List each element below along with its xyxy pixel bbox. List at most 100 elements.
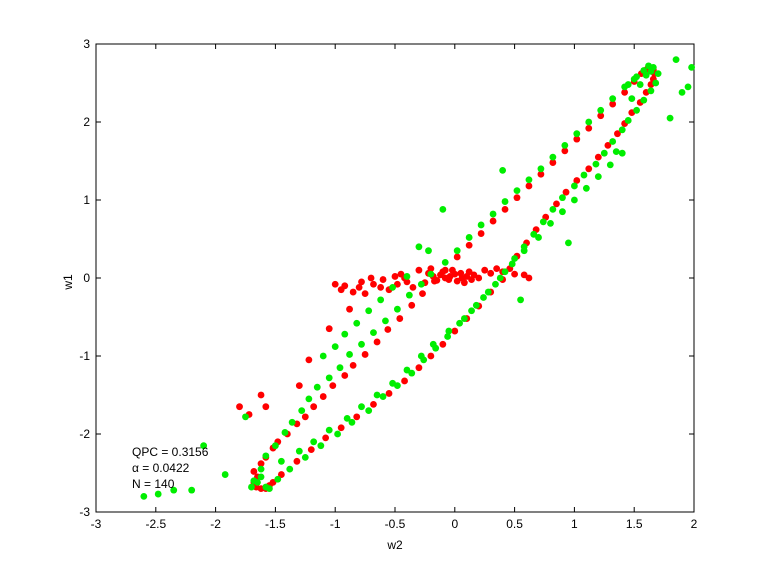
data-point: [370, 329, 377, 336]
data-point: [331, 343, 339, 351]
data-point: [561, 147, 569, 155]
data-point: [559, 208, 566, 216]
data-point: [597, 106, 605, 114]
data-point: [408, 301, 416, 309]
data-point: [286, 465, 294, 473]
data-point: [441, 259, 449, 266]
data-point: [477, 221, 485, 229]
data-point: [573, 177, 581, 184]
y-tick-label: 2: [83, 115, 90, 129]
data-point: [295, 447, 303, 455]
data-point: [346, 305, 353, 313]
data-point: [389, 379, 397, 387]
data-point: [281, 429, 289, 436]
data-point: [298, 407, 306, 414]
data-point: [439, 340, 447, 348]
data-point: [520, 247, 528, 255]
data-point: [293, 457, 301, 465]
data-point: [425, 247, 432, 255]
data-point: [499, 166, 507, 174]
data-point: [501, 198, 509, 205]
data-point: [624, 81, 632, 88]
data-point: [666, 114, 674, 122]
data-point: [409, 283, 417, 291]
data-point: [559, 194, 566, 202]
data-point: [250, 468, 258, 475]
data-point: [501, 268, 509, 276]
data-point: [248, 483, 255, 491]
x-tick-label: 0: [451, 517, 458, 531]
data-point: [393, 305, 401, 313]
data-point: [367, 274, 375, 282]
data-point: [419, 290, 426, 297]
data-point: [373, 391, 381, 399]
data-point: [642, 71, 650, 79]
data-point: [301, 413, 309, 421]
x-tick-label: -1.5: [265, 517, 286, 531]
data-point: [274, 475, 282, 483]
data-point: [331, 280, 339, 288]
data-point: [317, 442, 325, 450]
data-point: [492, 280, 499, 288]
data-point: [633, 106, 640, 114]
data-point: [465, 241, 473, 249]
data-point: [565, 239, 572, 247]
data-point: [262, 452, 270, 460]
data-point: [361, 351, 369, 358]
data-point: [489, 217, 497, 225]
data-point: [553, 200, 560, 208]
data-point: [446, 273, 454, 280]
data-point: [508, 260, 516, 268]
data-point: [429, 340, 437, 348]
data-point: [439, 205, 447, 213]
data-point: [355, 283, 363, 291]
data-point: [384, 326, 392, 333]
annotation-qpc: QPC = 0.3156: [132, 445, 209, 459]
data-point: [336, 364, 344, 372]
data-point: [525, 182, 533, 190]
data-point: [377, 296, 385, 304]
data-point: [624, 117, 632, 124]
data-point: [405, 291, 413, 299]
data-point: [636, 81, 644, 88]
data-points: [140, 56, 696, 500]
y-tick-label: 1: [83, 193, 90, 207]
data-point: [525, 176, 533, 184]
data-point: [313, 383, 321, 391]
data-point: [337, 286, 345, 294]
data-point: [678, 88, 686, 96]
data-point: [140, 493, 148, 500]
data-point: [396, 315, 404, 322]
data-point: [337, 424, 345, 432]
data-point: [511, 255, 518, 262]
x-tick-label: 0.5: [506, 517, 523, 531]
data-point: [322, 434, 330, 442]
data-point: [640, 96, 648, 104]
data-point: [444, 333, 452, 340]
data-point: [334, 430, 341, 438]
data-point: [277, 471, 285, 478]
data-point: [582, 184, 590, 192]
axes: -3 -2.5 -2 -1.5 -1 -0.5 0 0.5 1 1.5 2 -3 -2 -1 0 1 2 3: [79, 37, 697, 531]
data-point: [501, 205, 509, 213]
data-point: [630, 75, 638, 83]
data-point: [561, 142, 569, 149]
data-point: [449, 266, 456, 274]
data-point: [353, 319, 361, 327]
data-point: [511, 270, 518, 278]
data-point: [597, 112, 605, 120]
data-point: [417, 280, 425, 288]
data-point: [379, 276, 387, 283]
x-tick-label: -3: [91, 517, 102, 531]
data-point: [453, 247, 461, 255]
x-tick-label: -1: [330, 517, 341, 531]
data-point: [257, 460, 265, 468]
data-point: [600, 149, 608, 157]
data-point: [453, 253, 461, 261]
data-point: [242, 413, 249, 421]
data-point: [257, 465, 265, 473]
data-point: [484, 288, 492, 296]
data-point: [468, 307, 475, 315]
annotation-alpha: α = 0.0422: [132, 461, 190, 475]
